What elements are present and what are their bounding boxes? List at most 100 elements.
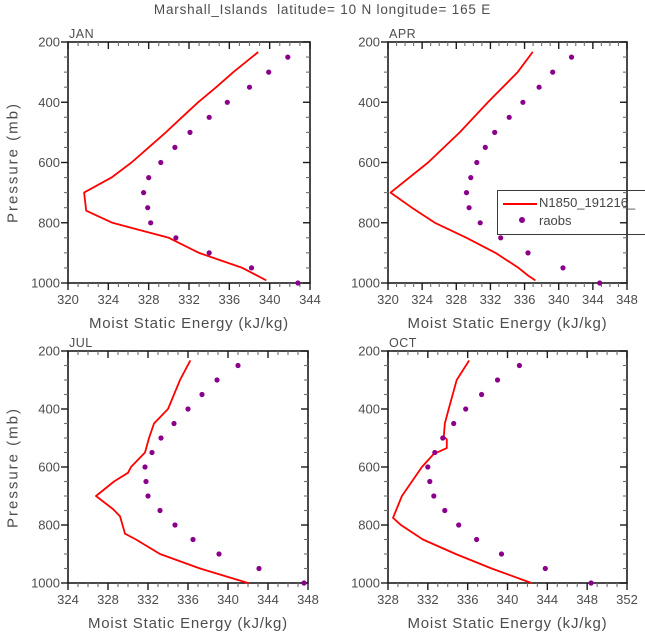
x-tick-label: 324: [411, 292, 433, 307]
x-tick-label: 320: [377, 292, 399, 307]
x-tick-label: 344: [257, 592, 279, 607]
x-tick-label: 324: [57, 592, 79, 607]
raobs-dot: [256, 565, 262, 572]
panel-label-jul: JUL: [69, 336, 93, 350]
raobs-dot: [145, 493, 151, 499]
raobs-dot: [214, 377, 220, 383]
raobs-dot: [427, 478, 433, 485]
raobs-dot: [171, 420, 177, 427]
x-axis-title-apr: Moist Static Energy (kJ/kg): [407, 315, 608, 332]
raobs-dot: [463, 406, 469, 412]
raobs-dot: [187, 129, 193, 135]
y-tick-label: 600: [38, 460, 60, 475]
raobs-dot: [440, 435, 446, 441]
x-tick-label: 328: [97, 592, 119, 607]
plot-frame: [387, 350, 628, 584]
raobs-dot: [143, 478, 149, 485]
axis-ticks: [61, 41, 311, 290]
raobs-dot: [172, 522, 178, 528]
raobs-dot: [206, 250, 212, 256]
x-tick-label: 328: [445, 292, 467, 307]
x-tick-label: 324: [97, 292, 119, 307]
y-tick-label: 1000: [351, 276, 380, 291]
raobs-dot: [266, 69, 272, 75]
panel-oct: 328 332 336 340 344 348 352 200 400 600 800 1000: [351, 344, 638, 608]
raobs-dot: [498, 551, 505, 557]
x-tick-label: 340: [497, 592, 519, 607]
raobs-dot: [235, 362, 241, 369]
raobs-dot: [474, 159, 480, 166]
y-tick-label: 800: [358, 518, 380, 533]
raobs-dot: [525, 250, 531, 256]
panel-label-oct: OCT: [389, 336, 417, 350]
axis-ticks: [381, 41, 628, 290]
x-tick-label: 344: [536, 592, 558, 607]
raobs-dot: [463, 190, 470, 196]
plot-frame: [67, 41, 311, 284]
x-tick-label: 348: [297, 592, 319, 607]
x-tick-label: 332: [178, 292, 200, 307]
raobs-dot: [479, 391, 485, 398]
raobs-dot: [248, 265, 255, 271]
legend: N1850_191216_ raobs: [497, 190, 645, 235]
raobs-dot: [190, 536, 196, 543]
raobs-dot: [506, 114, 512, 120]
raobs-dot: [498, 235, 504, 241]
raobs-dot: [295, 280, 301, 286]
x-tick-label: 332: [137, 592, 159, 607]
raobs-dot: [199, 391, 205, 398]
raobs-dot: [451, 420, 457, 427]
y-tick-label: 1000: [31, 276, 60, 291]
y-tick-label: 800: [38, 518, 60, 533]
raobs-dot: [516, 362, 523, 369]
raobs-dot: [158, 435, 164, 441]
raobs-dots-apr: [463, 54, 603, 286]
raobs-dot: [542, 565, 548, 572]
raobs-dots-oct: [425, 362, 594, 586]
x-tick-label: 336: [218, 292, 240, 307]
x-tick-label: 340: [259, 292, 281, 307]
legend-model-label: N1850_191216_: [539, 195, 636, 210]
legend-line-swatch: [503, 203, 537, 206]
y-tick-label: 200: [38, 344, 60, 359]
x-tick-label: 340: [548, 292, 570, 307]
y-tick-label: 1000: [31, 576, 60, 591]
raobs-dots-jul: [142, 362, 307, 586]
raobs-dot: [494, 377, 501, 383]
axis-ticks: [381, 350, 628, 590]
raobs-dot: [246, 84, 253, 90]
raobs-dot: [536, 84, 542, 90]
y-tick-label: 800: [358, 215, 380, 230]
x-tick-label: 344: [299, 292, 321, 307]
raobs-dot: [157, 507, 163, 514]
model-line-oct: [392, 360, 533, 584]
raobs-dot: [568, 54, 575, 60]
x-tick-label: 332: [480, 292, 502, 307]
y-tick-label: 200: [358, 344, 380, 359]
x-axis-title-jan: Moist Static Energy (kJ/kg): [89, 315, 289, 332]
x-tick-label: 328: [138, 292, 160, 307]
model-line-apr: [389, 51, 536, 281]
x-tick-label: 348: [576, 592, 598, 607]
y-tick-label: 800: [38, 215, 60, 230]
x-tick-label: 336: [177, 592, 199, 607]
raobs-dot: [185, 406, 191, 412]
x-tick-label: 328: [377, 592, 399, 607]
raobs-dot: [146, 175, 152, 181]
y-tick-label: 400: [358, 402, 380, 417]
raobs-dot: [301, 580, 307, 586]
raobs-dot: [224, 99, 230, 105]
raobs-dot: [206, 114, 212, 120]
x-tick-label: 344: [582, 292, 604, 307]
raobs-dot: [148, 220, 154, 226]
y-tick-label: 200: [358, 35, 380, 50]
model-line-jul: [95, 360, 249, 584]
x-axis-title-jul: Moist Static Energy (kJ/kg): [88, 615, 288, 632]
raobs-dot: [456, 522, 462, 528]
legend-raobs-label: raobs: [539, 213, 572, 228]
y-axis-title-top-row: Pressure (mb): [4, 101, 22, 224]
y-axis-title-bottom-row: Pressure (mb): [4, 406, 22, 529]
raobs-dot: [149, 449, 155, 456]
